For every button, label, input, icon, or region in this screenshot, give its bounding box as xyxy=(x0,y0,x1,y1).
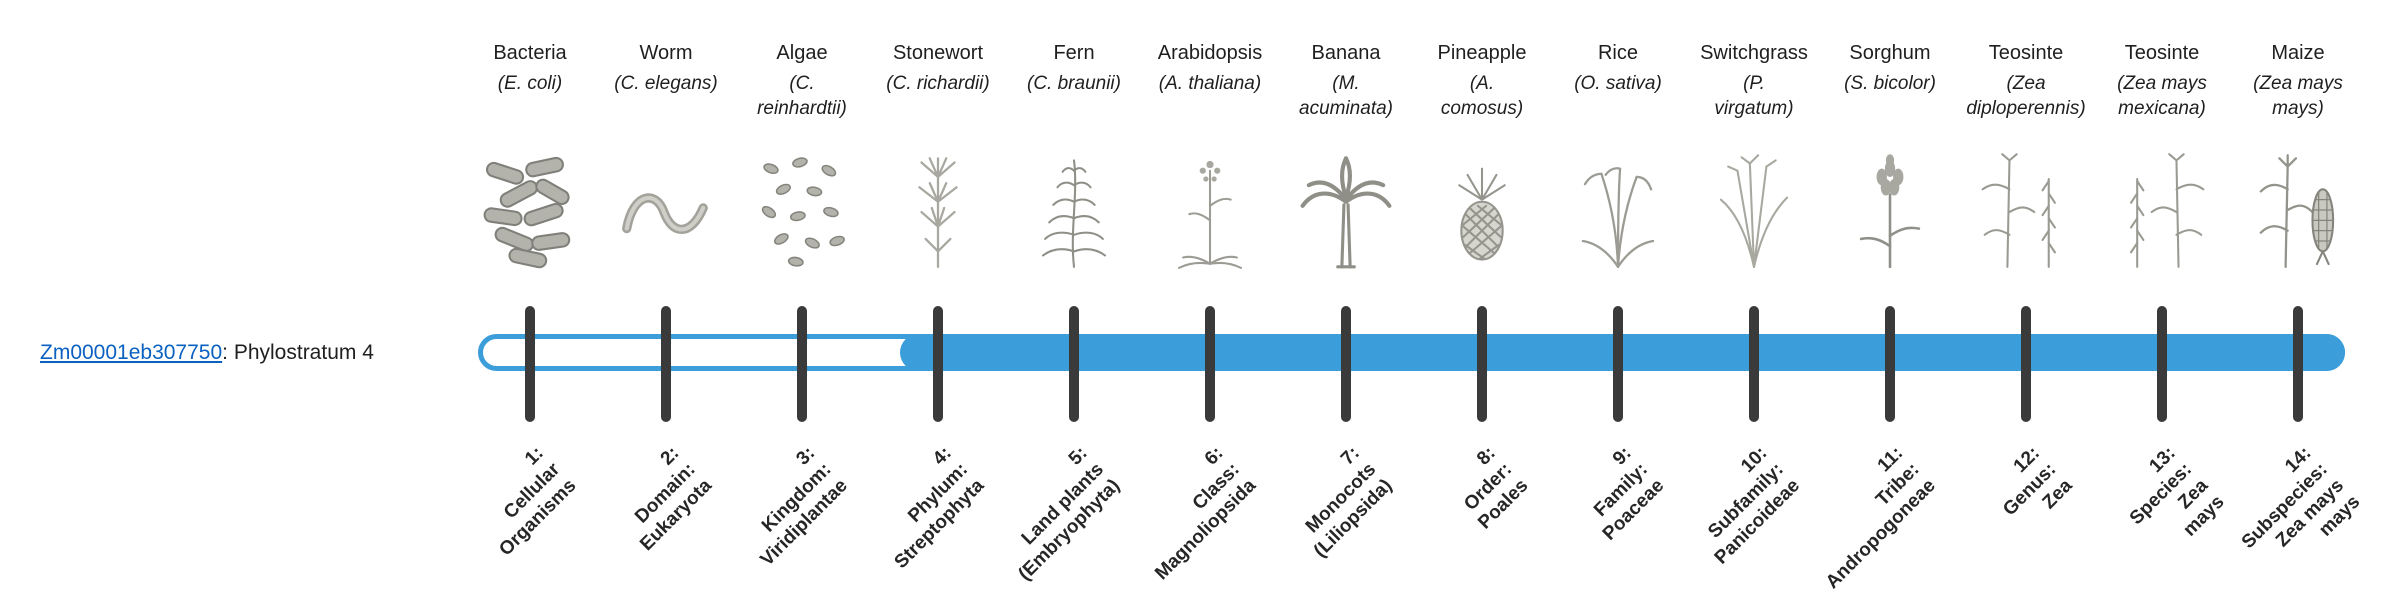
stonewort-illustration xyxy=(878,148,998,272)
organism-scientific-name: (C. richardii) xyxy=(886,73,990,94)
organism-common-name: Switchgrass xyxy=(1700,42,1808,64)
organism-label: Banana (M. acuminata) xyxy=(1271,40,1421,121)
organism-common-name: Algae xyxy=(776,42,828,64)
organism-label: Maize (Zea mays mays) xyxy=(2223,40,2373,121)
organism-scientific-name: (S. bicolor) xyxy=(1844,73,1936,94)
phylostratum-tick-11 xyxy=(1885,306,1895,422)
gene-annotation: : Phylostratum 4 xyxy=(222,341,374,364)
organism-label: Worm (C. elegans) xyxy=(591,40,741,96)
phylostratum-label-11: 11: Tribe: Andropogoneae xyxy=(1822,442,1941,594)
organism-label: Fern (C. braunii) xyxy=(999,40,1149,96)
phylostratum-label-7: 7: Monocots (Liliopsida) xyxy=(1301,442,1397,562)
gene-label: Zm00001eb307750: Phylostratum 4 xyxy=(40,341,374,365)
phylostratum-tick-9 xyxy=(1613,306,1623,422)
phylostratum-tick-14 xyxy=(2293,306,2303,422)
organism-common-name: Teosinte xyxy=(1988,42,2064,64)
algae-illustration xyxy=(742,148,862,272)
organism-scientific-name: (C. braunii) xyxy=(1027,73,1121,94)
phylostratum-tick-10 xyxy=(1749,306,1759,422)
organism-scientific-name: (P. virgatum) xyxy=(1714,73,1794,119)
phylostratum-label-3: 3: Kingdom: Viridiplantae xyxy=(756,442,853,571)
organism-scientific-name: (Zea mays mexicana) xyxy=(2117,73,2207,119)
organism-common-name: Arabidopsis xyxy=(1157,42,1263,64)
organism-common-name: Banana xyxy=(1311,42,1381,64)
switchgrass-illustration xyxy=(1694,148,1814,272)
organism-label: Algae (C. reinhardtii) xyxy=(727,40,877,121)
organism-common-name: Rice xyxy=(1597,42,1638,64)
organism-common-name: Maize xyxy=(2271,42,2325,64)
phylostratum-label-9: 9: Family: Poaceae xyxy=(1589,442,1669,545)
phylostratum-label-14: 14: Subspecies: Zea mays mays xyxy=(2237,442,2365,553)
banana-illustration xyxy=(1286,148,1406,272)
organism-label: Rice (O. sativa) xyxy=(1543,40,1693,96)
phylostratum-label-6: 6: Class: Magnoliopsida xyxy=(1151,442,1261,585)
organism-common-name: Teosinte xyxy=(2124,42,2200,64)
phylostratum-label-2: 2: Domain: Eukaryota xyxy=(631,442,717,556)
phylostratum-tick-2 xyxy=(661,306,671,422)
phylostratum-label-12: 12: Genus: Zea xyxy=(1998,442,2077,521)
organism-label: Teosinte (Zea diploperennis) xyxy=(1951,40,2101,121)
phylostratum-label-1: 1: Cellular Organisms xyxy=(495,442,581,561)
organism-label: Pineapple (A. comosus) xyxy=(1407,40,1557,121)
sorghum-illustration xyxy=(1830,148,1950,272)
phylostratum-tick-8 xyxy=(1477,306,1487,422)
organism-common-name: Fern xyxy=(1053,42,1095,64)
fern-illustration xyxy=(1014,148,1134,272)
teosinte-mexicana-illustration xyxy=(2102,148,2222,272)
organism-scientific-name: (C. elegans) xyxy=(614,73,718,94)
worm-illustration xyxy=(606,148,726,272)
arabidopsis-illustration xyxy=(1150,148,1270,272)
organism-common-name: Stonewort xyxy=(892,42,984,64)
phylostratum-tick-13 xyxy=(2157,306,2167,422)
bacteria-illustration xyxy=(470,148,590,272)
organism-scientific-name: (A. thaliana) xyxy=(1158,73,1262,94)
phylostratum-tick-6 xyxy=(1205,306,1215,422)
organism-scientific-name: (Zea mays mays) xyxy=(2253,73,2343,119)
organism-common-name: Pineapple xyxy=(1437,42,1527,64)
organism-label: Stonewort (C. richardii) xyxy=(863,40,1013,96)
phylostratum-label-5: 5: Land plants (Embryophyta) xyxy=(1014,442,1125,585)
rice-illustration xyxy=(1558,148,1678,272)
gene-link[interactable]: Zm00001eb307750 xyxy=(40,341,223,364)
organism-common-name: Worm xyxy=(639,42,693,64)
organism-scientific-name: (A. comosus) xyxy=(1440,73,1524,119)
maize-illustration xyxy=(2238,148,2358,272)
phylostratum-label-13: 13: Species: Zea mays xyxy=(2125,442,2229,541)
phylostratum-label-4: 4: Phylum: Streptophyta xyxy=(890,442,989,573)
organism-label: Sorghum (S. bicolor) xyxy=(1815,40,1965,96)
organism-scientific-name: (O. sativa) xyxy=(1574,73,1662,94)
organism-scientific-name: (E. coli) xyxy=(497,73,563,94)
pineapple-illustration xyxy=(1422,148,1542,272)
organism-common-name: Sorghum xyxy=(1849,42,1931,64)
teosinte-diploperennis-illustration xyxy=(1966,148,2086,272)
phylostratum-tick-7 xyxy=(1341,306,1351,422)
phylostratum-tick-5 xyxy=(1069,306,1079,422)
phylostrata-chart: Zm00001eb307750: Phylostratum 4 Bacteria… xyxy=(40,40,2373,593)
organism-label: Teosinte (Zea mays mexicana) xyxy=(2087,40,2237,121)
organism-label: Arabidopsis (A. thaliana) xyxy=(1135,40,1285,96)
organism-scientific-name: (Zea diploperennis) xyxy=(1966,73,2086,119)
organism-label: Bacteria (E. coli) xyxy=(455,40,605,96)
phylostratum-tick-3 xyxy=(797,306,807,422)
phylostratum-label-8: 8: Order: Poales xyxy=(1459,442,1533,534)
phylostratum-tick-4 xyxy=(933,306,943,422)
phylostratum-tick-12 xyxy=(2021,306,2031,422)
phylostratum-tick-1 xyxy=(525,306,535,422)
phylostratum-label-10: 10: Subfamily: Panicoideae xyxy=(1704,442,1805,569)
organism-scientific-name: (C. reinhardtii) xyxy=(757,73,847,119)
organism-common-name: Bacteria xyxy=(493,42,567,64)
organism-scientific-name: (M. acuminata) xyxy=(1299,73,1393,119)
organism-label: Switchgrass (P. virgatum) xyxy=(1679,40,1829,121)
